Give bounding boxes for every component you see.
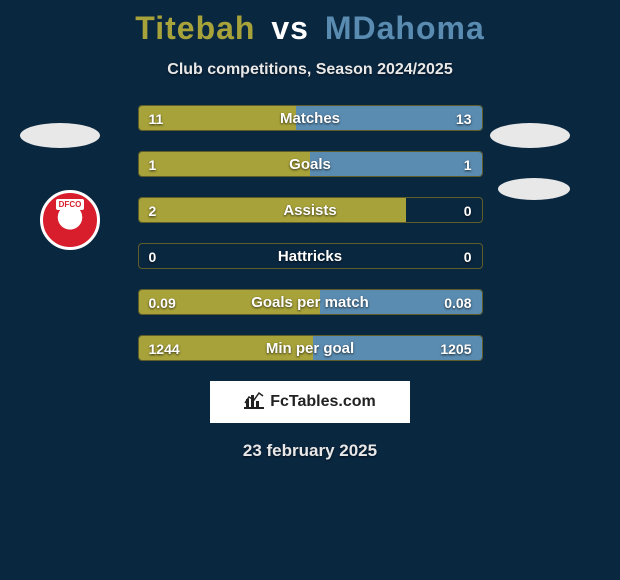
subtitle: Club competitions, Season 2024/2025 (0, 61, 620, 79)
vs-text: vs (271, 10, 309, 46)
stat-row: 12441205Min per goal (138, 335, 483, 361)
stat-row: 1113Matches (138, 105, 483, 131)
player1-name: Titebah (135, 10, 255, 46)
watermark-text: FcTables.com (270, 393, 376, 411)
comparison-title: Titebah vs MDahoma (0, 0, 620, 47)
player-badge-placeholder (20, 123, 100, 148)
date-text: 23 february 2025 (0, 441, 620, 461)
stat-row: 20Assists (138, 197, 483, 223)
stats-bars: 1113Matches 11Goals 20Assists 00Hattricks 0.… (138, 105, 483, 361)
stat-row: 0.090.08Goals per match (138, 289, 483, 315)
stat-label: Goals (139, 152, 482, 176)
club-logo-text: DFCO (56, 199, 85, 210)
stat-row: 00Hattricks (138, 243, 483, 269)
player-badge-placeholder (490, 123, 570, 148)
player2-name: MDahoma (325, 10, 485, 46)
stat-label: Goals per match (139, 290, 482, 314)
player-badge-placeholder (498, 178, 570, 200)
stat-label: Min per goal (139, 336, 482, 360)
stat-label: Hattricks (139, 244, 482, 268)
stat-label: Matches (139, 106, 482, 130)
stat-row: 11Goals (138, 151, 483, 177)
club-logo: DFCO (40, 190, 100, 250)
fctables-watermark[interactable]: FcTables.com (210, 381, 410, 423)
chart-icon (244, 391, 264, 414)
stat-label: Assists (139, 198, 482, 222)
